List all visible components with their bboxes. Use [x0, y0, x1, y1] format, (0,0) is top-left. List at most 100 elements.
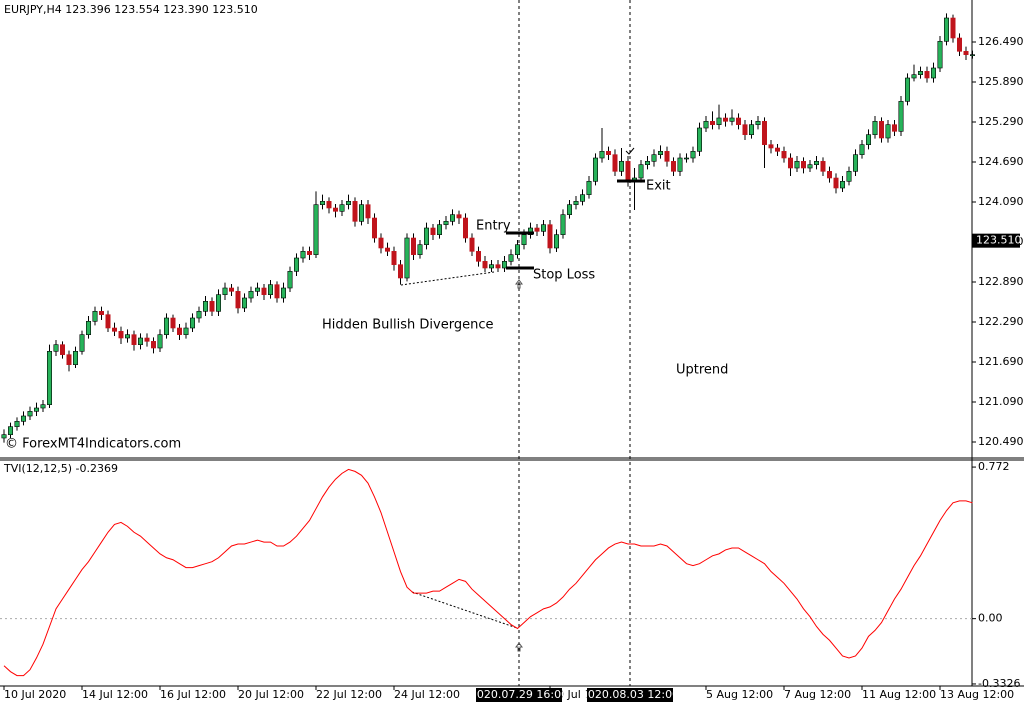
candle-body [423, 227, 429, 245]
y-tick-label: 122.290 [978, 315, 1024, 328]
candle-body [112, 327, 118, 332]
candle-body [397, 264, 403, 279]
candle-body [872, 121, 878, 135]
candle-body [196, 311, 202, 319]
candle-body [651, 154, 657, 162]
candle-body [170, 317, 176, 329]
candle-body [475, 251, 481, 262]
price-label: 123.510 [976, 234, 1022, 247]
candle-body [384, 247, 390, 252]
indicator-line [3, 468, 973, 677]
candle-body [164, 317, 170, 335]
candle-body [66, 354, 72, 365]
x-tick-label: 16 Jul 12:00 [160, 688, 226, 701]
candle-body [885, 124, 891, 139]
y-tick-label: 124.090 [978, 195, 1024, 208]
y-tick-label: 120.490 [978, 435, 1024, 448]
candle-body [755, 121, 761, 125]
candle-body [371, 217, 377, 239]
candle-body [930, 67, 936, 79]
candle-body [261, 287, 267, 295]
candle-body [410, 237, 416, 255]
crosshair-label-bg [587, 688, 673, 702]
candle-body [332, 207, 338, 212]
candle-body [365, 204, 371, 219]
candle-body [813, 161, 819, 165]
candle-body [878, 121, 884, 139]
candle-body [248, 291, 254, 299]
candle-body [709, 121, 715, 125]
candle-body [664, 151, 670, 162]
candle-body [781, 151, 787, 159]
candle-body [99, 311, 105, 315]
candle-body [514, 244, 520, 255]
candle-body [592, 157, 598, 182]
annotation: Stop Loss [533, 268, 595, 283]
candle-body [449, 214, 455, 222]
candle-body [716, 117, 722, 125]
candle-body [787, 157, 793, 169]
candle-body [157, 334, 163, 349]
candle-body [255, 287, 261, 292]
candle-body [579, 194, 585, 202]
candle-body [417, 244, 423, 255]
y-tick-label: 126.490 [978, 35, 1024, 48]
crosshair-label: 2020.07.29 16:00 [470, 688, 568, 701]
candle-body [605, 151, 611, 155]
candle-body [86, 321, 92, 335]
candle-body [313, 204, 319, 255]
candle-body [358, 204, 364, 222]
candle-body [488, 264, 494, 269]
candle-body [703, 121, 709, 129]
candle-body [287, 271, 293, 289]
candle-body [456, 214, 462, 219]
candle-body [540, 224, 546, 232]
x-tick-label: 14 Jul 12:00 [82, 688, 148, 701]
y-tick-label: 0.00 [978, 612, 1003, 625]
candle-body [59, 344, 65, 355]
annotation: Uptrend [676, 363, 728, 378]
candle-body [833, 177, 839, 189]
candle-body [92, 311, 98, 322]
candle-body [430, 227, 436, 235]
candle-body [547, 224, 553, 249]
candle-body [924, 71, 930, 79]
candle-body [527, 227, 533, 235]
candle-body [177, 327, 183, 335]
candle-body [735, 117, 741, 125]
y-tick-label: 122.890 [978, 275, 1024, 288]
divergence-line [411, 591, 518, 629]
candle-body [138, 337, 144, 345]
candle-body [553, 234, 559, 249]
annotation: Exit [646, 179, 671, 194]
candle-body [969, 54, 975, 56]
candle-body [618, 161, 624, 172]
candle-body [670, 161, 676, 172]
candle-body [800, 161, 806, 169]
candle-body [501, 261, 507, 269]
y-tick-label: 125.890 [978, 75, 1024, 88]
x-tick-label: 7 Aug 12:00 [784, 688, 851, 701]
candle-body [638, 164, 644, 179]
arrow-icon [515, 279, 523, 289]
candle-body [696, 127, 702, 152]
x-tick-label: 24 Jul 12:00 [394, 688, 460, 701]
candle-body [118, 331, 124, 339]
candle-body [345, 201, 351, 205]
candle-body [891, 124, 897, 132]
candle-body [326, 201, 332, 209]
x-tick-label: 5 Aug 12:00 [706, 688, 773, 701]
candle-body [190, 317, 196, 329]
indicator-title: TVI(12,12,5) -0.2369 [3, 462, 118, 475]
candle-body [963, 51, 969, 55]
candle-body [677, 157, 683, 172]
candle-body [742, 124, 748, 135]
candle-body [1, 434, 7, 439]
candle-body [729, 117, 735, 122]
candle-body [151, 341, 157, 349]
candle-body [319, 201, 325, 205]
candle-body [462, 217, 468, 239]
x-tick-label: 10 Jul 2020 [4, 688, 66, 701]
